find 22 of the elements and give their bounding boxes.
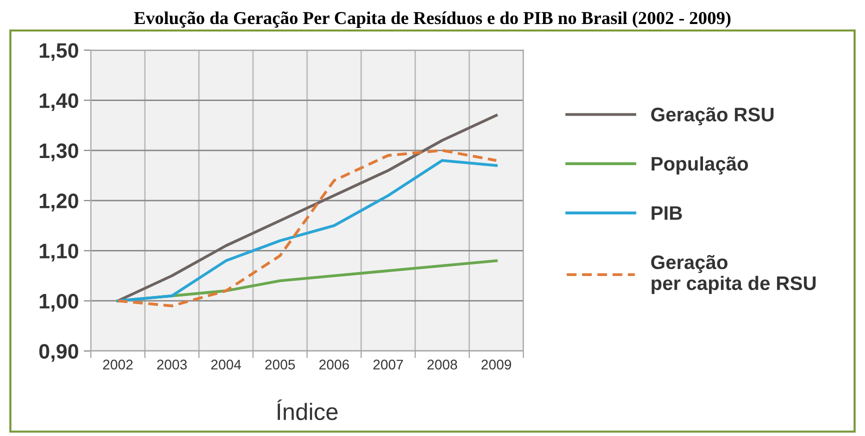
y-tick-label: 1,10 bbox=[40, 244, 78, 262]
y-tick-label: 0,90 bbox=[39, 344, 78, 362]
y-tick-label: 1,50 bbox=[40, 43, 78, 61]
legend-label: PIB bbox=[652, 206, 682, 220]
x-tick-label: 2006 bbox=[319, 360, 349, 370]
chart-title: Evolução da Geração Per Capita de Resíduos e do PIB no Brasil (2002 - 2009) bbox=[134, 11, 730, 28]
x-tick-label: 2007 bbox=[373, 360, 403, 370]
legend-label: Geração per capita de RSU bbox=[651, 254, 816, 294]
x-tick-label: 2002 bbox=[103, 360, 133, 370]
y-tick-label: 1,20 bbox=[40, 194, 78, 212]
y-tick-label: 1,40 bbox=[40, 93, 78, 112]
legend-label: População bbox=[652, 156, 748, 175]
x-tick-label: 2009 bbox=[482, 360, 512, 370]
x-tick-label: 2004 bbox=[211, 360, 242, 370]
y-tick-label: 1,00 bbox=[40, 294, 78, 312]
x-tick-label: 2003 bbox=[157, 360, 187, 370]
x-axis-title: Índice bbox=[277, 399, 338, 420]
x-tick-label: 2008 bbox=[427, 360, 458, 370]
line-series bbox=[116, 114, 498, 302]
x-tick-label: 2005 bbox=[265, 360, 295, 370]
legend-label: Geração RSU bbox=[651, 107, 774, 126]
y-tick-label: 1,30 bbox=[40, 143, 78, 162]
